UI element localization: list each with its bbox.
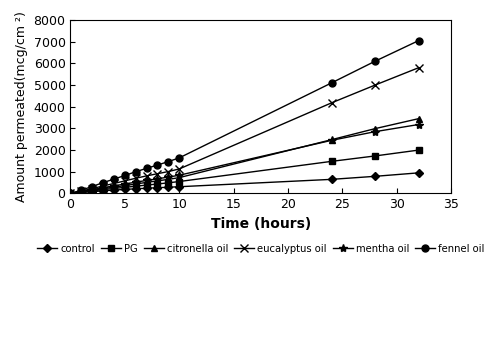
fennel oil: [132, 169, 138, 174]
mentha oil: [68, 191, 73, 195]
citronella oil: [122, 184, 128, 188]
citronella oil: [144, 180, 150, 185]
mentha oil: [154, 177, 160, 181]
Line: PG: PG: [68, 147, 422, 196]
mentha oil: [416, 122, 422, 127]
control: [100, 189, 106, 193]
mentha oil: [372, 130, 378, 134]
eucalyptus oil: [132, 176, 138, 180]
mentha oil: [166, 175, 172, 179]
mentha oil: [122, 182, 128, 186]
PG: [78, 190, 84, 194]
citronella oil: [372, 126, 378, 131]
control: [122, 187, 128, 191]
Legend: control, PG, citronella oil, eucalyptus oil, mentha oil, fennel oil: control, PG, citronella oil, eucalyptus …: [34, 240, 488, 258]
eucalyptus oil: [328, 101, 334, 105]
Line: mentha oil: mentha oil: [66, 120, 423, 198]
fennel oil: [111, 177, 117, 181]
Line: citronella oil: citronella oil: [67, 115, 422, 197]
control: [68, 191, 73, 195]
Y-axis label: Amount permeated(mcg/cm ²): Amount permeated(mcg/cm ²): [15, 11, 28, 202]
control: [176, 185, 182, 189]
PG: [122, 185, 128, 190]
PG: [176, 179, 182, 184]
Line: fennel oil: fennel oil: [67, 37, 422, 197]
fennel oil: [328, 81, 334, 85]
fennel oil: [89, 184, 95, 189]
fennel oil: [176, 156, 182, 160]
PG: [132, 184, 138, 188]
control: [328, 177, 334, 181]
fennel oil: [78, 188, 84, 192]
eucalyptus oil: [78, 189, 84, 193]
eucalyptus oil: [372, 83, 378, 87]
eucalyptus oil: [416, 66, 422, 70]
fennel oil: [100, 180, 106, 185]
control: [154, 186, 160, 190]
fennel oil: [416, 38, 422, 43]
control: [78, 190, 84, 195]
eucalyptus oil: [68, 191, 73, 195]
eucalyptus oil: [89, 186, 95, 191]
X-axis label: Time (hours): Time (hours): [210, 217, 311, 231]
mentha oil: [144, 178, 150, 182]
PG: [68, 191, 73, 195]
eucalyptus oil: [144, 174, 150, 178]
PG: [372, 154, 378, 158]
control: [89, 190, 95, 194]
PG: [154, 182, 160, 186]
citronella oil: [328, 138, 334, 142]
eucalyptus oil: [154, 172, 160, 176]
mentha oil: [176, 173, 182, 177]
citronella oil: [100, 186, 106, 191]
eucalyptus oil: [122, 179, 128, 183]
eucalyptus oil: [111, 181, 117, 186]
mentha oil: [78, 189, 84, 194]
Line: control: control: [68, 170, 422, 196]
PG: [144, 183, 150, 187]
PG: [166, 181, 172, 185]
control: [111, 188, 117, 192]
PG: [100, 188, 106, 192]
PG: [328, 159, 334, 164]
Line: eucalyptus oil: eucalyptus oil: [66, 63, 423, 198]
fennel oil: [154, 163, 160, 167]
eucalyptus oil: [100, 184, 106, 188]
citronella oil: [166, 177, 172, 181]
control: [372, 174, 378, 178]
citronella oil: [89, 188, 95, 193]
citronella oil: [154, 179, 160, 183]
fennel oil: [166, 159, 172, 164]
citronella oil: [68, 191, 73, 195]
citronella oil: [176, 176, 182, 180]
fennel oil: [68, 191, 73, 195]
citronella oil: [416, 117, 422, 121]
mentha oil: [328, 138, 334, 143]
control: [132, 186, 138, 191]
mentha oil: [132, 180, 138, 184]
control: [144, 186, 150, 190]
fennel oil: [372, 59, 378, 63]
PG: [89, 189, 95, 193]
citronella oil: [78, 190, 84, 194]
fennel oil: [122, 173, 128, 178]
control: [166, 185, 172, 189]
mentha oil: [89, 188, 95, 192]
PG: [111, 186, 117, 191]
citronella oil: [132, 182, 138, 186]
citronella oil: [111, 185, 117, 189]
fennel oil: [144, 166, 150, 171]
eucalyptus oil: [176, 167, 182, 171]
mentha oil: [100, 186, 106, 190]
control: [416, 171, 422, 175]
PG: [416, 148, 422, 152]
eucalyptus oil: [166, 169, 172, 174]
mentha oil: [111, 184, 117, 188]
